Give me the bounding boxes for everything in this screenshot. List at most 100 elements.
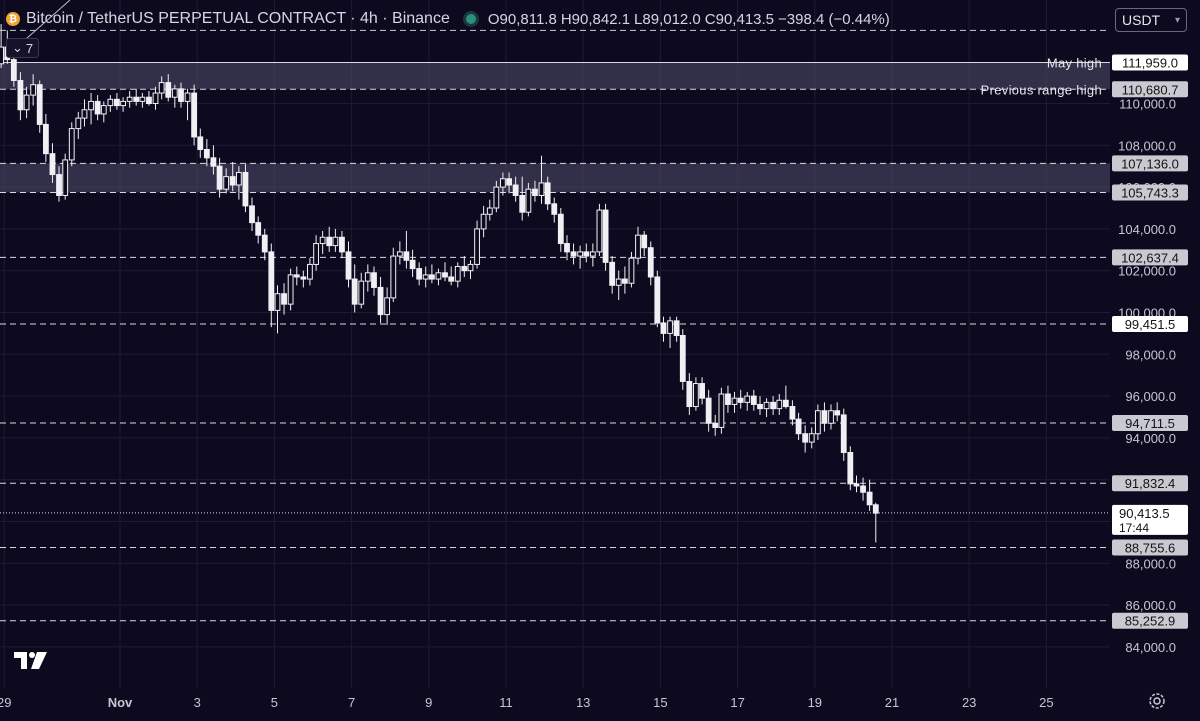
candle-body: [319, 236, 326, 245]
candle-body: [853, 483, 860, 487]
candle-body: [216, 165, 223, 190]
candle-body: [776, 399, 783, 410]
indicator-count: 7: [25, 40, 34, 56]
candle-body: [287, 274, 294, 305]
candle-body: [602, 209, 609, 263]
candle-body: [782, 399, 789, 408]
candle-body: [126, 96, 133, 102]
candle-body: [589, 251, 596, 257]
candle-body: [88, 100, 94, 111]
level-name-label: Previous range high: [981, 82, 1102, 97]
candle-body: [94, 100, 101, 115]
level-price-label: 105,743.3: [1121, 185, 1179, 200]
y-tick-label: 104,000.0: [1118, 222, 1176, 237]
candle-body: [100, 105, 107, 115]
candle-body: [673, 320, 680, 336]
time-axis[interactable]: 29 Nov 3 5 7 9 11 13 15 17 19 21 23 25: [0, 695, 1054, 710]
price-zone: [0, 163, 1110, 193]
candle-body: [532, 188, 538, 196]
x-tick-label: 5: [271, 695, 278, 710]
indicators-toggle-button[interactable]: ⌄ 7: [6, 38, 40, 58]
level-price-label: 85,252.9: [1125, 614, 1176, 629]
ohlc-close: C90,413.5: [704, 10, 775, 28]
level-price-tag: [1112, 539, 1188, 556]
level-price-tag: [1112, 54, 1188, 71]
candle-body: [10, 59, 17, 82]
x-tick-label: 25: [1039, 695, 1053, 710]
candle-body: [36, 84, 43, 125]
candle-body: [615, 278, 622, 286]
ohlc-open: O90,811.8: [487, 10, 557, 28]
candle-body: [686, 380, 693, 408]
candle-body: [191, 92, 198, 138]
candle-body: [184, 92, 191, 102]
candle-body: [564, 243, 570, 253]
currency-select[interactable]: USDT ▾: [1115, 8, 1187, 32]
candle-body: [525, 188, 532, 213]
level-price-label: 94,711.5: [1125, 416, 1175, 431]
x-tick-label: 9: [425, 695, 432, 710]
axis-markers: 111,959.0 May high 110,680.7 Previous range…: [981, 54, 1188, 629]
x-tick-label: 17: [730, 695, 744, 710]
ohlc-change: −398.4 (−0.44%): [778, 10, 890, 28]
candle-body: [332, 236, 339, 247]
x-tick-label: 3: [194, 695, 201, 710]
level-price-tag: [1112, 155, 1188, 172]
candle-body: [731, 397, 738, 405]
candle-body: [403, 251, 410, 261]
candle-body: [120, 100, 126, 107]
x-tick-label: 21: [885, 695, 899, 710]
candle-body: [146, 96, 152, 105]
candle-body: [62, 159, 69, 196]
x-tick-label: 23: [962, 695, 976, 710]
candle-body: [570, 251, 577, 257]
x-tick-label: 19: [808, 695, 822, 710]
level-price-label: 110,680.7: [1122, 82, 1179, 97]
y-tick-label: 84,000.0: [1125, 640, 1176, 655]
zone-layer: [0, 62, 1110, 193]
candle-body: [229, 176, 236, 186]
candle-body: [442, 272, 448, 278]
symbol-title[interactable]: Bitcoin / TetherUS PERPETUAL CONTRACT · …: [26, 10, 450, 27]
y-tick-label: 102,000.0: [1118, 264, 1176, 279]
x-tick-label: 11: [499, 695, 513, 710]
gear-icon[interactable]: [1148, 692, 1166, 710]
level-price-label: 99,451.5: [1125, 317, 1176, 332]
candle-body: [551, 203, 558, 215]
candle-body: [171, 88, 178, 98]
price-axis[interactable]: 84,000.086,000.088,000.090,000.092,000.0…: [1118, 97, 1176, 655]
candle-body: [654, 276, 661, 324]
candle-body: [750, 395, 757, 405]
candle-body: [583, 251, 590, 257]
level-price-tag: [1112, 475, 1188, 492]
candle-body: [235, 171, 242, 186]
x-tick-label: Nov: [108, 695, 133, 710]
candle-body: [255, 222, 262, 236]
candle-body: [866, 491, 873, 506]
chevron-down-icon: ▾: [1174, 14, 1180, 26]
candle-body: [17, 80, 24, 111]
candle-body: [512, 184, 519, 196]
candle-body: [42, 123, 49, 155]
y-tick-label: 94,000.0: [1125, 431, 1176, 446]
current-price-label: 90,413.5: [1119, 506, 1170, 521]
candle-body: [557, 213, 564, 245]
candle-body: [210, 157, 217, 167]
candle-body: [621, 278, 628, 284]
level-price-tag: [1112, 184, 1188, 201]
candle-body: [763, 401, 770, 410]
candle-body: [679, 334, 686, 382]
candle-body: [467, 263, 474, 272]
bitcoin-coin-icon: ₿: [6, 12, 20, 26]
candle-body: [416, 268, 423, 280]
ohlc-low: L89,012.0: [634, 10, 701, 28]
candle-body: [68, 128, 75, 161]
candle-body: [435, 272, 442, 280]
candle-body: [371, 272, 377, 288]
candle-body: [814, 410, 821, 435]
candle-body: [641, 234, 648, 249]
candle-body: [821, 410, 828, 424]
candle-body: [712, 422, 719, 428]
level-layer: [0, 0, 1110, 622]
